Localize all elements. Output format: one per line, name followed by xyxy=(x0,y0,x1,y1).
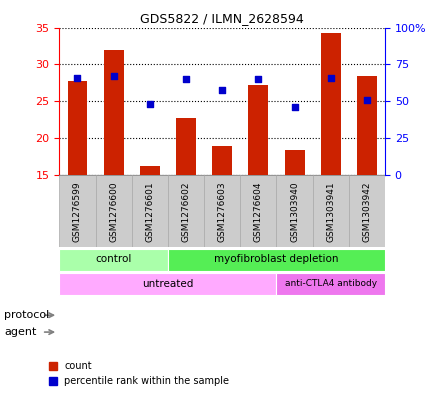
Point xyxy=(74,75,81,81)
Text: GSM1303941: GSM1303941 xyxy=(326,181,335,242)
Bar xyxy=(212,146,232,175)
Bar xyxy=(68,81,88,175)
Text: control: control xyxy=(95,254,132,264)
Point xyxy=(291,104,298,110)
Text: protocol: protocol xyxy=(4,310,50,320)
Text: anti-CTLA4 antibody: anti-CTLA4 antibody xyxy=(285,279,377,288)
Text: untreated: untreated xyxy=(142,279,194,289)
Bar xyxy=(249,85,268,175)
FancyBboxPatch shape xyxy=(204,175,240,248)
FancyBboxPatch shape xyxy=(168,175,204,248)
FancyBboxPatch shape xyxy=(59,273,276,296)
Point xyxy=(255,76,262,83)
FancyBboxPatch shape xyxy=(276,175,313,248)
Text: GSM1276604: GSM1276604 xyxy=(254,181,263,242)
Bar xyxy=(321,33,341,175)
Point xyxy=(183,76,190,83)
Point xyxy=(219,86,226,93)
Title: GDS5822 / ILMN_2628594: GDS5822 / ILMN_2628594 xyxy=(140,12,304,25)
FancyBboxPatch shape xyxy=(276,273,385,296)
Bar xyxy=(140,165,160,175)
Text: GSM1276599: GSM1276599 xyxy=(73,181,82,242)
Text: myofibroblast depletion: myofibroblast depletion xyxy=(214,254,339,264)
Text: GSM1276603: GSM1276603 xyxy=(218,181,227,242)
FancyBboxPatch shape xyxy=(59,249,168,271)
Point xyxy=(110,73,117,79)
Bar xyxy=(357,75,377,175)
Text: GSM1276602: GSM1276602 xyxy=(182,181,191,242)
FancyBboxPatch shape xyxy=(240,175,276,248)
Bar xyxy=(176,118,196,175)
Legend: count, percentile rank within the sample: count, percentile rank within the sample xyxy=(49,361,229,386)
Text: GSM1276601: GSM1276601 xyxy=(145,181,154,242)
FancyBboxPatch shape xyxy=(95,175,132,248)
FancyBboxPatch shape xyxy=(59,175,95,248)
Text: agent: agent xyxy=(4,327,37,337)
FancyBboxPatch shape xyxy=(349,175,385,248)
Text: GSM1276600: GSM1276600 xyxy=(109,181,118,242)
Bar xyxy=(104,50,124,175)
Text: GSM1303940: GSM1303940 xyxy=(290,181,299,242)
FancyBboxPatch shape xyxy=(132,175,168,248)
Text: GSM1303942: GSM1303942 xyxy=(363,181,371,242)
Point xyxy=(147,101,154,107)
Point xyxy=(327,75,334,81)
Bar xyxy=(285,150,304,175)
FancyBboxPatch shape xyxy=(313,175,349,248)
Point xyxy=(363,97,370,103)
FancyBboxPatch shape xyxy=(168,249,385,271)
